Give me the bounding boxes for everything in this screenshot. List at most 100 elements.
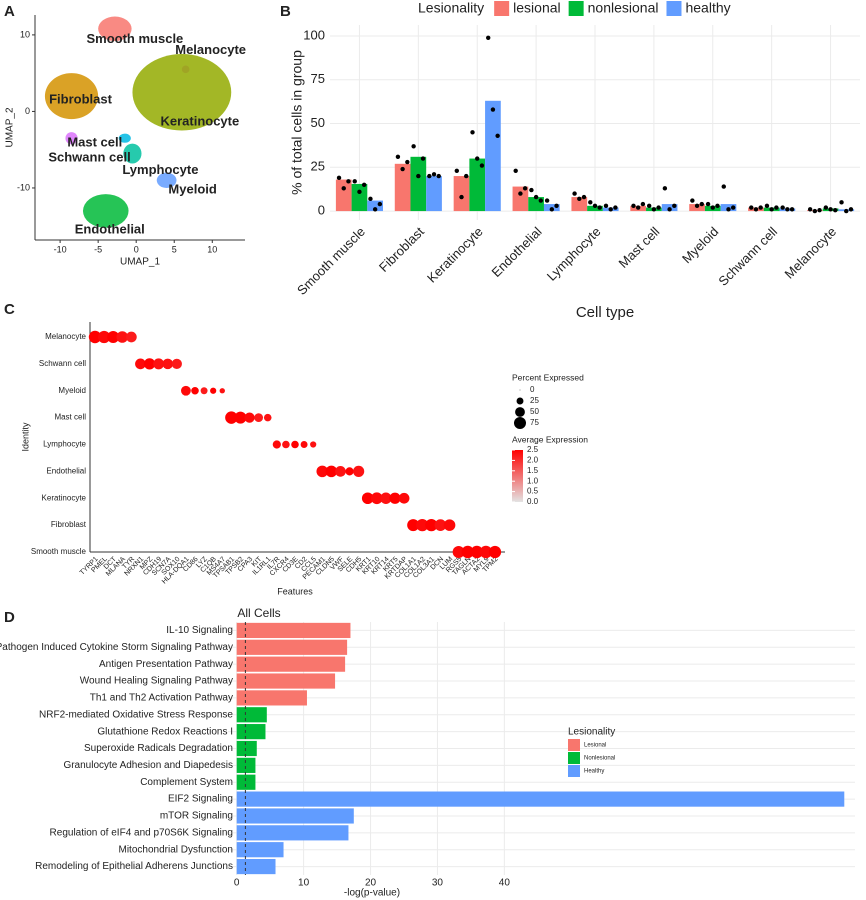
y-tick-label: Melanocyte: [45, 332, 86, 341]
replicate-point: [470, 130, 475, 135]
y-tick-label: Wound Healing Signaling Pathway: [80, 676, 233, 687]
cluster-label: Lymphocyte: [122, 162, 198, 177]
x-tick-label: Schwann cell: [715, 224, 780, 289]
legend-swatch: [568, 739, 580, 751]
replicate-point: [656, 205, 661, 210]
bar: [453, 176, 470, 212]
cluster: [118, 133, 131, 143]
replicate-point: [529, 187, 534, 193]
bar: [236, 858, 276, 875]
x-axis-label: Features: [277, 586, 313, 596]
replicate-point: [357, 189, 362, 195]
replicate-point: [538, 198, 544, 203]
dot: [200, 387, 208, 395]
replicate-point: [346, 179, 351, 184]
legend-label: 0.0: [527, 497, 539, 506]
panel-label: B: [280, 3, 291, 20]
x-tick-label: Fibroblast: [376, 224, 427, 275]
legend-label: 2.0: [527, 456, 539, 465]
cluster-label: Endothelial: [75, 221, 145, 236]
dot: [443, 519, 456, 531]
dot: [389, 492, 401, 504]
cluster-label: Smooth muscle: [86, 31, 183, 46]
replicate-point: [812, 208, 818, 214]
x-tick-label: 10: [207, 244, 217, 254]
replicate-point: [495, 133, 500, 139]
y-tick-label: 10: [20, 29, 30, 39]
bar: [236, 690, 307, 706]
replicate-point: [646, 203, 652, 209]
dot: [116, 331, 129, 343]
color-bar: [512, 450, 523, 502]
replicate-point: [753, 207, 759, 212]
cluster: [123, 143, 142, 164]
replicate-point: [572, 191, 577, 196]
y-tick-label: Regulation of eIF4 and p70S6K Signaling: [50, 827, 233, 838]
bar: [236, 673, 336, 689]
dot: [171, 358, 182, 370]
y-axis-label: Identity: [20, 422, 30, 452]
x-tick-label: -5: [94, 244, 102, 254]
legend-label: Lesional: [584, 743, 606, 749]
dot: [316, 465, 329, 478]
replicate-point: [592, 203, 598, 209]
replicate-point: [631, 203, 636, 209]
y-tick-label: 0: [25, 106, 30, 116]
replicate-point: [726, 207, 731, 212]
replicate-point: [475, 156, 480, 161]
y-tick-label: NRF2-mediated Oxidative Stress Response: [39, 709, 233, 720]
legend-label: nonlesional: [588, 0, 659, 16]
legend-swatch: [494, 1, 510, 16]
replicate-point: [640, 201, 646, 207]
dot: [143, 358, 156, 370]
dot: [181, 385, 191, 396]
y-tick-label: Remodeling of Epithelial Adherens Juncti…: [35, 861, 233, 872]
y-tick-label: IL-10 Signaling: [166, 625, 233, 636]
y-tick-label: Glutathione Redox Reactions I: [97, 726, 233, 737]
replicate-point: [635, 205, 641, 210]
bar: [236, 707, 267, 723]
legend-swatch: [568, 752, 580, 764]
replicate-point: [352, 179, 357, 184]
dot: [219, 388, 225, 394]
replicate-point: [730, 205, 736, 210]
x-tick-label: 10: [298, 878, 310, 889]
bar: [236, 774, 256, 790]
legend-title: Lesionality: [568, 727, 615, 738]
x-tick-label: Keratinocyte: [424, 224, 486, 286]
x-tick-label: Lymphocyte: [544, 224, 604, 284]
replicate-point: [479, 163, 485, 168]
dot: [300, 441, 308, 448]
cluster: [82, 194, 129, 228]
replicate-point: [807, 207, 813, 212]
y-axis-label: % of total cells in group: [289, 50, 305, 195]
legend-label: 1.5: [527, 466, 539, 475]
bar: [236, 757, 256, 773]
replicate-point: [518, 191, 523, 196]
legend-swatch: [666, 1, 682, 16]
panel-label: A: [4, 3, 15, 20]
bar: [236, 825, 349, 841]
bar: [469, 158, 486, 212]
replicate-point: [436, 173, 441, 179]
replicate-point: [710, 205, 715, 210]
y-tick-label: Complement System: [140, 777, 233, 788]
replicate-point: [603, 203, 609, 209]
replicate-point: [361, 182, 367, 188]
y-tick-label: mTOR Signaling: [160, 811, 233, 822]
cluster: [156, 172, 177, 188]
y-tick-label: Keratinocyte: [42, 493, 87, 502]
dot: [162, 358, 174, 370]
replicate-point: [823, 205, 829, 210]
replicate-point: [758, 205, 763, 210]
legend-size: [519, 389, 521, 391]
replicate-point: [420, 156, 426, 161]
x-tick-label: 20: [365, 878, 377, 889]
replicate-point: [400, 166, 405, 172]
legend-label: lesional: [513, 0, 560, 16]
cluster-label: Fibroblast: [49, 92, 113, 107]
x-axis-label: -log(p-value): [344, 888, 400, 899]
replicate-point: [411, 144, 416, 149]
replicate-point: [613, 205, 618, 210]
cluster: [65, 132, 78, 145]
